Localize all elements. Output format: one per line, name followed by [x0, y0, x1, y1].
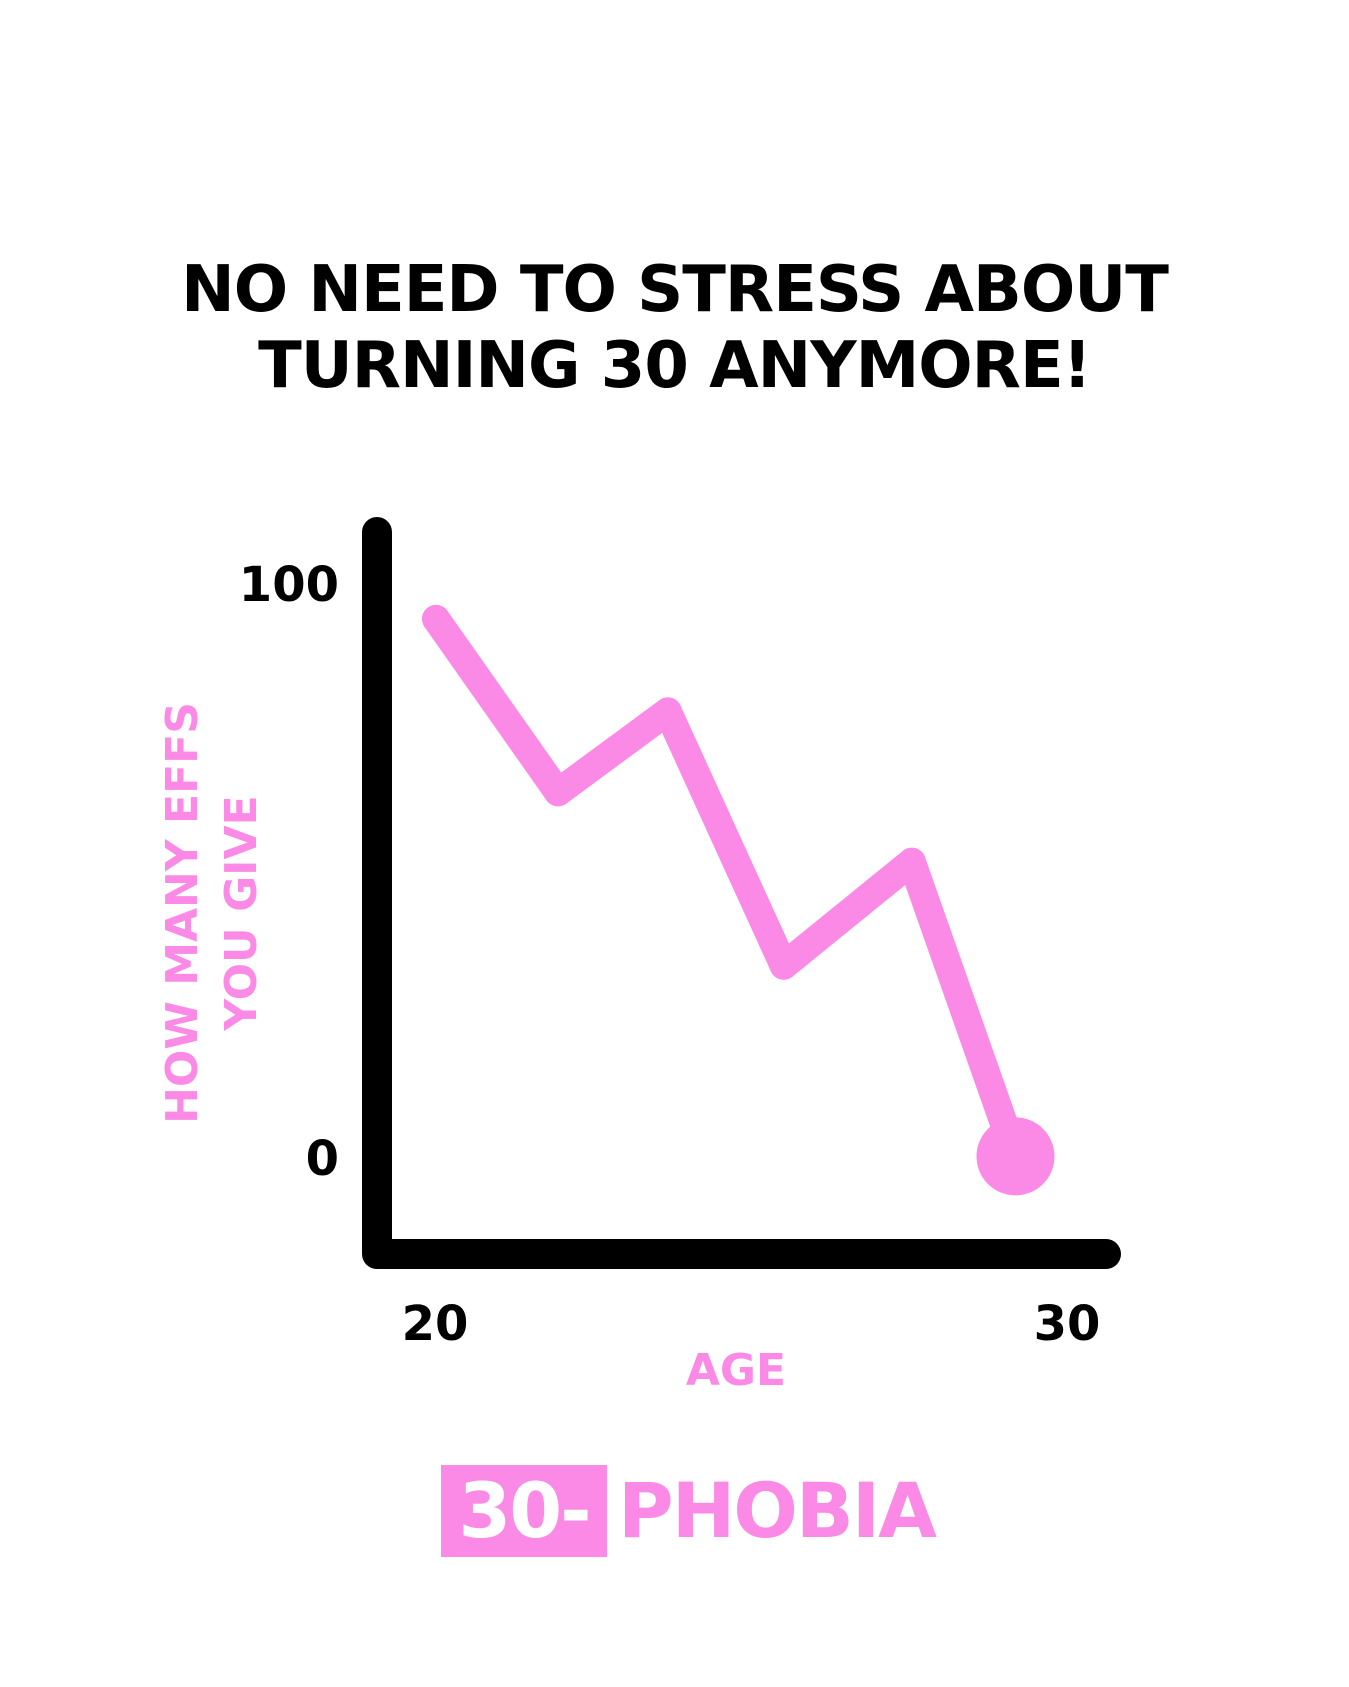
chart-axes: [362, 517, 1121, 1269]
brand-logo: 30- PHOBIA: [0, 1457, 1349, 1557]
series-end-marker: [976, 1117, 1055, 1196]
chart-labels: 0 100 20 30 AGE HOW MANY EFFS YOU GIVE: [157, 557, 1100, 1396]
y-axis-label-line: YOU GIVE: [216, 795, 267, 1031]
y-axis-label: HOW MANY EFFS YOU GIVE: [157, 702, 267, 1124]
logo-box: 30-: [441, 1465, 607, 1557]
x-tick-label: 20: [402, 1296, 469, 1352]
series-point: [544, 778, 572, 807]
chart-series: [422, 604, 1055, 1196]
x-axis-label: AGE: [686, 1345, 786, 1396]
axes-lines: [362, 517, 1121, 1269]
series-point: [653, 697, 682, 726]
series-line: [422, 604, 1030, 1171]
y-tick-label: 100: [239, 557, 339, 613]
page-title: NO NEED TO STRESS ABOUT TURNING 30 ANYMO…: [0, 252, 1349, 404]
logo-box-text: 30-: [458, 1466, 591, 1555]
x-tick-label: 30: [1034, 1296, 1101, 1352]
title-line-1: NO NEED TO STRESS ABOUT: [181, 253, 1169, 327]
series-point: [769, 951, 798, 980]
title-line-2: TURNING 30 ANYMORE!: [258, 329, 1092, 403]
series-point: [897, 847, 926, 876]
y-axis-label-line: HOW MANY EFFS: [157, 702, 208, 1124]
logo-word: PHOBIA: [618, 1466, 937, 1555]
y-tick-label: 0: [306, 1131, 339, 1187]
series-point: [422, 604, 450, 633]
